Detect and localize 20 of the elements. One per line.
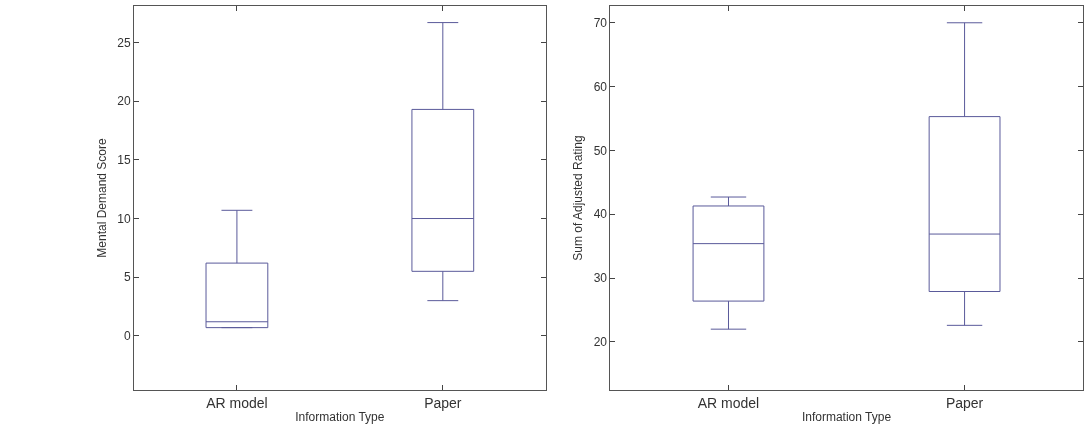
y-tick-label: 30 (593, 271, 608, 286)
y-tick-label: 40 (593, 207, 608, 222)
y-tick-label: 20 (593, 335, 608, 350)
x-tick-label: AR model (206, 394, 268, 411)
y-tick-label: 15 (117, 153, 131, 168)
y-axis-title: Mental Demand Score (94, 137, 109, 258)
y-tick-label: 0 (123, 329, 131, 344)
x-axis-title: Information Type (295, 409, 385, 424)
y-tick-label: 60 (593, 79, 608, 94)
y-tick-label: 25 (117, 35, 131, 50)
x-tick-label: Paper (424, 394, 462, 411)
x-tick-label: Paper (945, 394, 984, 411)
x-tick-label: AR model (697, 394, 760, 411)
y-tick-label: 5 (123, 270, 131, 285)
y-tick-label: 70 (593, 15, 608, 30)
y-tick-label: 20 (117, 94, 131, 109)
y-tick-label: 50 (593, 143, 608, 158)
x-axis-title: Information Type (801, 409, 892, 424)
y-axis-title: Sum of Adjusted Rating (570, 135, 585, 261)
y-tick-label: 10 (117, 211, 131, 226)
